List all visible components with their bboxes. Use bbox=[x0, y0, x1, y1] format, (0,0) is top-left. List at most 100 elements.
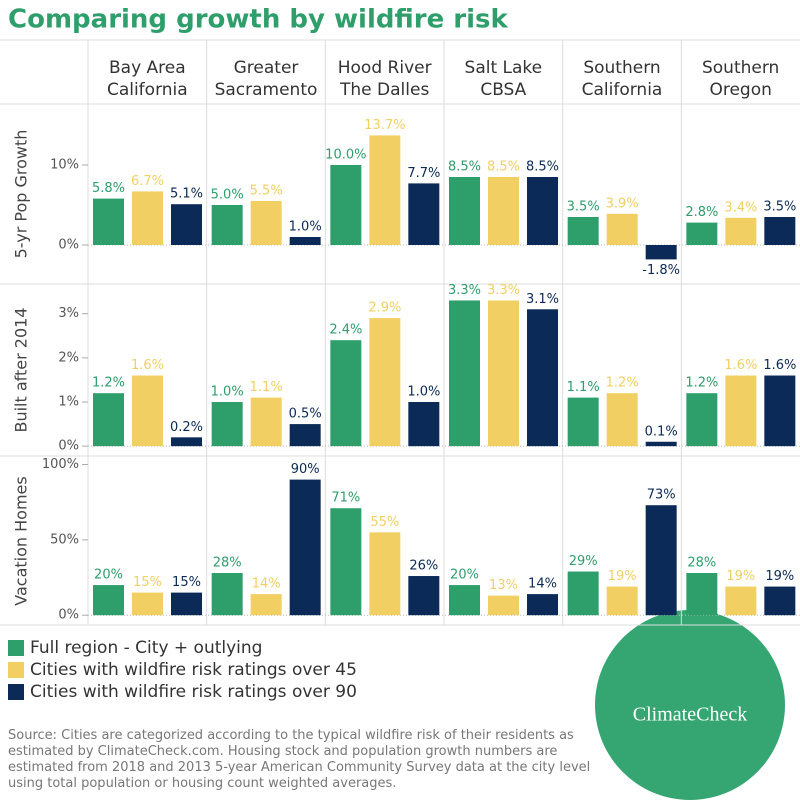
bar bbox=[686, 222, 718, 245]
value-label: 20% bbox=[94, 568, 123, 583]
value-label: 29% bbox=[569, 554, 598, 569]
bar bbox=[171, 437, 202, 447]
column-header: Southern Oregon bbox=[702, 58, 779, 100]
bar bbox=[567, 571, 599, 616]
value-label: 7.7% bbox=[407, 166, 440, 181]
bar bbox=[645, 505, 677, 616]
column-header: Bay Area California bbox=[107, 58, 188, 100]
value-label: 1.0% bbox=[211, 385, 244, 400]
value-label: 28% bbox=[687, 556, 716, 571]
column-header: Hood River The Dalles bbox=[338, 58, 432, 100]
value-label: 3.3% bbox=[448, 283, 481, 298]
value-label: 14% bbox=[528, 577, 557, 592]
row-label: Vacation Homes bbox=[12, 476, 31, 605]
value-label: 5.0% bbox=[211, 188, 244, 203]
bar bbox=[132, 592, 163, 616]
value-label: 1.6% bbox=[763, 358, 796, 373]
bar bbox=[645, 245, 677, 260]
chart-title: Comparing growth by wildfire risk bbox=[8, 5, 508, 35]
bar bbox=[289, 479, 321, 616]
bar bbox=[211, 205, 243, 245]
value-label: 3.1% bbox=[526, 292, 559, 307]
bar bbox=[369, 135, 401, 245]
bar bbox=[449, 300, 480, 447]
column-header-line: The Dalles bbox=[339, 80, 429, 100]
bar bbox=[369, 532, 401, 616]
bar bbox=[369, 318, 401, 447]
bar bbox=[645, 441, 677, 447]
bar bbox=[725, 375, 757, 447]
legend-swatch bbox=[8, 684, 24, 700]
bar bbox=[488, 177, 519, 245]
bar bbox=[408, 402, 440, 447]
bar bbox=[93, 393, 124, 447]
column-header-line: Bay Area bbox=[109, 58, 186, 78]
value-label: 1.2% bbox=[606, 376, 639, 391]
column-header-line: Greater bbox=[234, 58, 299, 78]
legend-swatch bbox=[8, 662, 24, 678]
column-header: Greater Sacramento bbox=[215, 58, 318, 100]
bar bbox=[449, 177, 480, 245]
value-label: 1.1% bbox=[250, 380, 283, 395]
column-header-line: CBSA bbox=[480, 80, 526, 100]
bar bbox=[250, 594, 282, 616]
value-label: 15% bbox=[133, 575, 162, 590]
logo-circle bbox=[595, 610, 785, 800]
value-label: 3.3% bbox=[487, 283, 520, 298]
value-label: 1.1% bbox=[567, 380, 600, 395]
column-header-line: Sacramento bbox=[215, 80, 318, 100]
bar bbox=[289, 237, 321, 245]
value-label: 3.4% bbox=[724, 200, 757, 215]
value-label: 8.5% bbox=[487, 160, 520, 175]
value-label: 13.7% bbox=[364, 118, 405, 133]
column-header: Southern California bbox=[582, 58, 663, 100]
y-tick-label: 1% bbox=[58, 395, 79, 410]
value-label: 19% bbox=[608, 569, 637, 584]
value-label: 1.0% bbox=[407, 385, 440, 400]
value-label: 5.1% bbox=[170, 187, 203, 202]
bar bbox=[330, 165, 362, 245]
value-label: 15% bbox=[172, 575, 201, 590]
value-label: 1.6% bbox=[724, 358, 757, 373]
value-label: 0.1% bbox=[645, 424, 678, 439]
value-label: 5.5% bbox=[250, 184, 283, 199]
value-label: 8.5% bbox=[526, 160, 559, 175]
value-label: 0.2% bbox=[170, 420, 203, 435]
bar bbox=[93, 198, 124, 245]
value-label: 10.0% bbox=[325, 148, 366, 163]
bar bbox=[606, 586, 638, 616]
value-label: 71% bbox=[331, 491, 360, 506]
row-label: Built after 2014 bbox=[12, 307, 31, 432]
value-label: 20% bbox=[450, 568, 479, 583]
bar bbox=[211, 573, 243, 616]
bar bbox=[132, 191, 163, 245]
legend-label: Cities with wildfire risk ratings over 4… bbox=[30, 660, 357, 680]
value-label: 14% bbox=[252, 577, 281, 592]
column-header-line: Oregon bbox=[709, 80, 771, 100]
bar bbox=[764, 217, 796, 245]
column-header-line: Southern bbox=[583, 58, 660, 78]
bar bbox=[408, 183, 440, 245]
bar bbox=[330, 340, 362, 447]
column-header-line: California bbox=[107, 80, 188, 100]
value-label: 0.5% bbox=[289, 407, 322, 422]
column-header-line: Hood River bbox=[338, 58, 432, 78]
value-label: 55% bbox=[370, 515, 399, 530]
row-label: 5-yr Pop Growth bbox=[12, 130, 31, 259]
bar bbox=[567, 397, 599, 447]
bar bbox=[93, 585, 124, 616]
value-label: 5.8% bbox=[92, 181, 125, 196]
y-tick-label: 0% bbox=[58, 238, 79, 253]
value-label: 3.9% bbox=[606, 196, 639, 211]
column-header-line: California bbox=[582, 80, 663, 100]
value-label: 73% bbox=[647, 488, 676, 503]
value-label: 2.9% bbox=[368, 301, 401, 316]
y-tick-label: 0% bbox=[58, 608, 79, 623]
bar bbox=[408, 576, 440, 616]
value-label: 1.2% bbox=[685, 376, 718, 391]
column-header-line: Salt Lake bbox=[465, 58, 543, 78]
bar bbox=[132, 375, 163, 447]
y-tick-label: 2% bbox=[58, 350, 79, 365]
bar bbox=[289, 424, 321, 447]
